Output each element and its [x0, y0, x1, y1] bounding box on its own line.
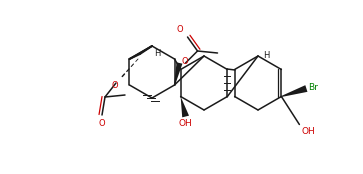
- Polygon shape: [281, 85, 307, 97]
- Text: O: O: [111, 81, 118, 90]
- Text: O: O: [182, 57, 188, 66]
- Text: OH: OH: [179, 118, 192, 128]
- Text: OH: OH: [301, 126, 315, 136]
- Text: O: O: [177, 25, 184, 34]
- Text: O: O: [99, 119, 105, 128]
- Text: Br: Br: [309, 83, 318, 92]
- Text: H: H: [154, 49, 160, 58]
- Polygon shape: [181, 97, 189, 117]
- Text: H: H: [263, 52, 269, 61]
- Polygon shape: [174, 62, 183, 85]
